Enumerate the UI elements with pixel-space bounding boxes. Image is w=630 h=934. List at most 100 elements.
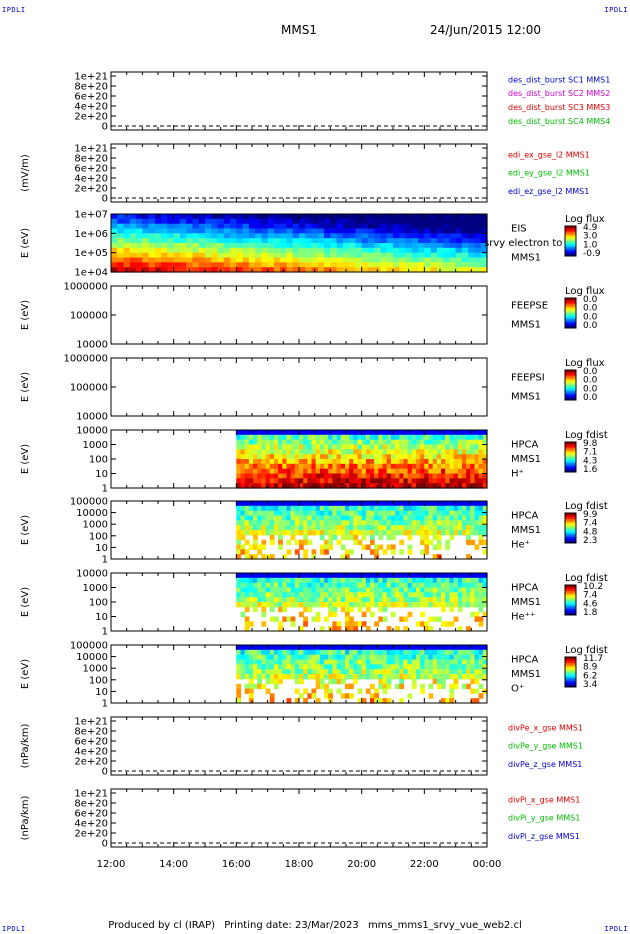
spectrogram-cell — [299, 233, 306, 239]
spectrogram-cell — [474, 515, 480, 521]
spectrogram-cell — [340, 520, 346, 526]
spectrogram-cell — [217, 257, 225, 263]
spectrogram-cell — [466, 454, 471, 460]
spectrogram-cell — [236, 645, 242, 651]
spectrogram-cell — [390, 587, 396, 593]
y-tick-label: 1e+05 — [74, 248, 108, 259]
spectrogram-cell — [336, 214, 344, 220]
spectrogram-cell — [265, 434, 271, 441]
spectrogram-cell — [420, 577, 425, 584]
spectrogram-cell — [378, 468, 384, 475]
spectrogram-cell — [382, 688, 388, 694]
spectrogram-cell — [457, 515, 463, 521]
spectrogram-cell — [307, 473, 313, 479]
spectrogram-cell — [399, 483, 405, 489]
spectrogram-cell — [299, 597, 304, 603]
spectrogram-cell — [340, 510, 346, 517]
spectrogram-cell — [324, 238, 331, 244]
spectrogram-cell — [374, 525, 379, 531]
spectrogram-cell — [324, 267, 331, 273]
panel-2: (mV/m) — [20, 143, 488, 203]
spectrogram-cell — [453, 444, 459, 450]
spectrogram-cell — [395, 592, 400, 598]
spectrogram-cell — [365, 649, 371, 656]
colorbar-swatch — [565, 676, 576, 679]
colorbar-swatch — [565, 540, 576, 542]
spectrogram-cell — [255, 257, 262, 263]
spectrogram-cell — [223, 267, 231, 273]
spectrogram-cell — [242, 214, 250, 220]
spectrogram-cell — [416, 669, 421, 675]
spectrogram-cell — [282, 645, 288, 651]
spectrogram-cell — [236, 669, 242, 675]
spectrogram-cell — [449, 582, 455, 589]
legend-entry: edi_ez_gse_l2 MMS1 — [508, 187, 589, 196]
spectrogram-cell — [461, 505, 467, 512]
instrument-label: MMS1 — [511, 669, 541, 680]
spectrogram-cell — [374, 252, 382, 259]
spectrogram-cell — [365, 444, 371, 450]
spectrogram-cell — [357, 473, 363, 479]
spectrogram-cell — [319, 544, 325, 550]
spectrogram-cell — [411, 473, 417, 479]
spectrogram-cell — [278, 592, 283, 598]
spectrogram-cell — [278, 468, 283, 475]
spectrogram-cell — [353, 483, 359, 489]
spectrogram-cell — [307, 520, 313, 526]
spectrogram-cell — [319, 645, 325, 651]
spectrogram-cell — [332, 669, 338, 675]
spectrogram-cell — [248, 664, 254, 670]
spectrogram-cell — [457, 626, 463, 632]
spectrogram-cell — [265, 510, 271, 517]
spectrogram-cell — [282, 449, 288, 455]
colorbar-swatch — [565, 532, 576, 535]
spectrogram-cell — [395, 577, 400, 584]
spectrogram-cell — [466, 459, 471, 465]
y-tick-label: 10 — [95, 687, 108, 698]
y-tick-label: 4e+20 — [74, 747, 108, 758]
spectrogram-cell — [142, 218, 150, 225]
spectrogram-cell — [236, 505, 242, 512]
spectrogram-cell — [386, 698, 392, 704]
spectrogram-cell — [324, 582, 329, 589]
spectrogram-cell — [186, 243, 194, 249]
colorbar-swatch — [565, 301, 576, 303]
spectrogram-cell — [349, 214, 356, 220]
spectrogram-cell — [357, 459, 363, 465]
spectrogram-cell — [382, 525, 388, 531]
spectrogram-cell — [223, 218, 231, 225]
spectrogram-cell — [482, 483, 488, 489]
spectrogram-cell — [424, 539, 430, 546]
spectrogram-cell — [273, 233, 281, 239]
spectrogram-cell — [328, 659, 333, 665]
spectrogram-cell — [311, 444, 317, 450]
spectrogram-cell — [353, 434, 359, 441]
spectrogram-cell — [461, 463, 467, 470]
spectrogram-cell — [303, 669, 308, 675]
spectrogram-cell — [349, 218, 356, 225]
spectrogram-cell — [390, 478, 396, 484]
spectrogram-cell — [269, 645, 275, 651]
spectrogram-cell — [461, 233, 469, 239]
spectrogram-cell — [349, 592, 354, 598]
colorbar-swatch — [565, 242, 576, 245]
colorbar-swatch — [565, 661, 576, 664]
spectrogram-cell — [461, 573, 467, 579]
instrument-label: He⁺ — [511, 540, 530, 551]
y-tick-label: 4e+20 — [74, 102, 108, 113]
spectrogram-cell — [378, 449, 384, 455]
spectrogram-cell — [253, 573, 258, 579]
spectrogram-cell — [294, 602, 300, 608]
spectrogram-cell — [432, 463, 438, 470]
spectrogram-cell — [370, 520, 375, 526]
spectrogram-cell — [430, 243, 438, 249]
spectrogram-cell — [336, 645, 342, 651]
spectrogram-cell — [286, 454, 292, 460]
legend-entry: des_dist_burst SC2 MMS2 — [508, 89, 610, 98]
spectrogram-cell — [443, 267, 450, 273]
spectrogram-cell — [311, 238, 319, 244]
spectrogram-cell — [374, 664, 379, 670]
spectrogram-cell — [474, 238, 482, 244]
spectrogram-cell — [117, 228, 125, 234]
spectrogram-cell — [482, 597, 488, 603]
